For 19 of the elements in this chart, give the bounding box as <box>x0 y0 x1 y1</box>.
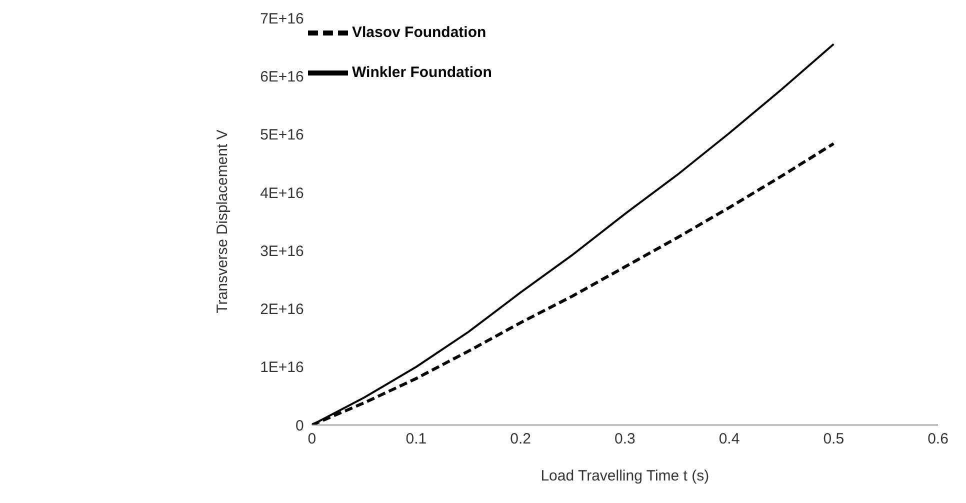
y-tick-label: 1E+16 <box>260 359 304 376</box>
legend-label: Winkler Foundation <box>352 64 492 81</box>
x-tick-label: 0.5 <box>823 430 844 448</box>
y-tick-label: 3E+16 <box>260 242 304 260</box>
x-tick-label: 0.1 <box>406 430 427 448</box>
y-tick-label: 5E+16 <box>260 126 304 144</box>
y-tick-label: 6E+16 <box>260 68 304 86</box>
x-tick-label: 0.4 <box>718 430 740 448</box>
x-axis-title: Load Travelling Time t (s) <box>540 468 710 485</box>
x-tick-label: 0.2 <box>510 430 532 448</box>
x-tick-label: 0 <box>308 430 316 448</box>
x-tick-label: 0.3 <box>614 430 636 448</box>
y-tick-label: 0 <box>296 417 304 434</box>
y-axis-title: Transverse Displacement V <box>214 130 232 314</box>
y-tick-label: 4E+16 <box>260 184 304 202</box>
x-tick-label: 0.6 <box>928 430 948 448</box>
y-tick-label: 2E+16 <box>260 301 304 318</box>
y-tick-label: 7E+16 <box>260 10 304 28</box>
legend-label: Vlasov Foundation <box>352 24 486 41</box>
